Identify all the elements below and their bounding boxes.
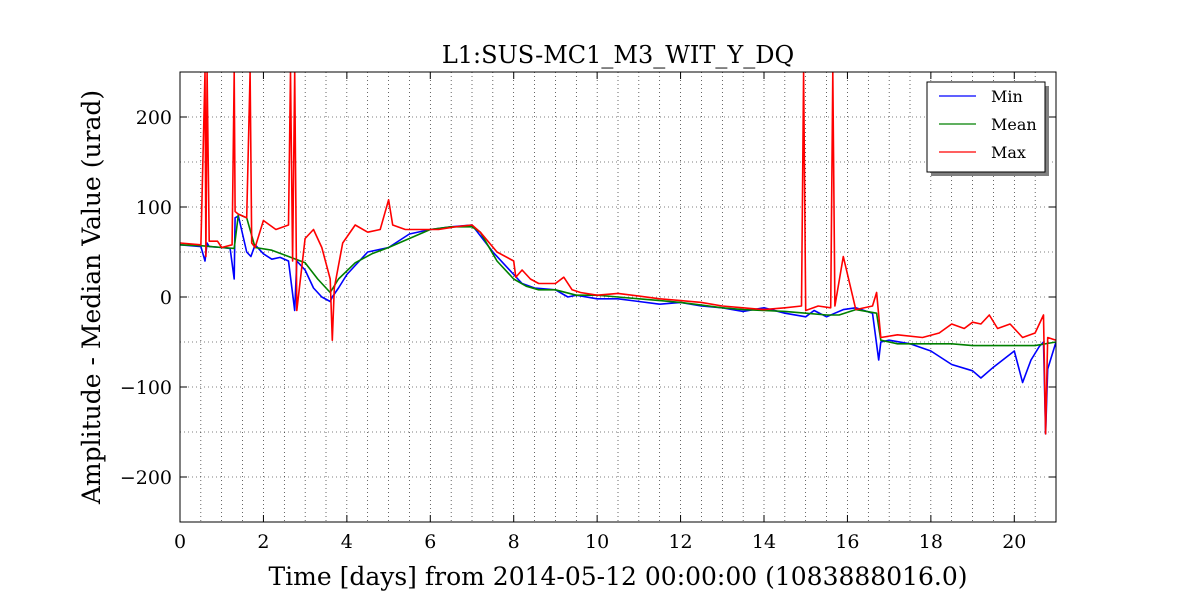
- series-line-min: [180, 215, 1056, 435]
- x-tick-label: 18: [919, 531, 943, 553]
- x-tick-label: 2: [257, 531, 269, 553]
- x-tick-label: 20: [1002, 531, 1026, 553]
- x-tick-label: 14: [752, 531, 776, 553]
- legend-label-min: Min: [991, 87, 1023, 106]
- legend-box: [926, 81, 1046, 173]
- x-tick-label: 8: [508, 531, 520, 553]
- x-tick-label: 16: [835, 531, 859, 553]
- series-line-mean: [180, 213, 1056, 347]
- series-line-max: [180, 72, 1056, 435]
- x-tick-label: 10: [585, 531, 609, 553]
- y-tick-label: 100: [136, 197, 172, 219]
- legend: Min Mean Max: [926, 81, 1049, 176]
- x-tick-label: 0: [174, 531, 186, 553]
- x-tick-label: 12: [668, 531, 692, 553]
- x-tick-label: 6: [424, 531, 436, 553]
- series-layer: [180, 72, 1056, 435]
- y-tick-label: 200: [136, 107, 172, 129]
- x-axis-label: Time [days] from 2014-05-12 00:00:00 (10…: [268, 562, 967, 591]
- y-tick-label: 0: [160, 287, 172, 309]
- legend-label-max: Max: [991, 143, 1026, 162]
- grid: [180, 72, 1056, 522]
- y-tick-label: −200: [120, 467, 172, 489]
- chart-title: L1:SUS-MC1_M3_WIT_Y_DQ: [442, 41, 794, 69]
- ticks: 0 2 4 6 8 10 12 14 16 18 20 −200 −100 0 100 200: [120, 72, 1056, 553]
- y-axis-label: Amplitude - Median Value (urad): [77, 90, 106, 505]
- x-tick-label: 4: [341, 531, 353, 553]
- legend-label-mean: Mean: [991, 115, 1037, 134]
- y-tick-label: −100: [120, 377, 172, 399]
